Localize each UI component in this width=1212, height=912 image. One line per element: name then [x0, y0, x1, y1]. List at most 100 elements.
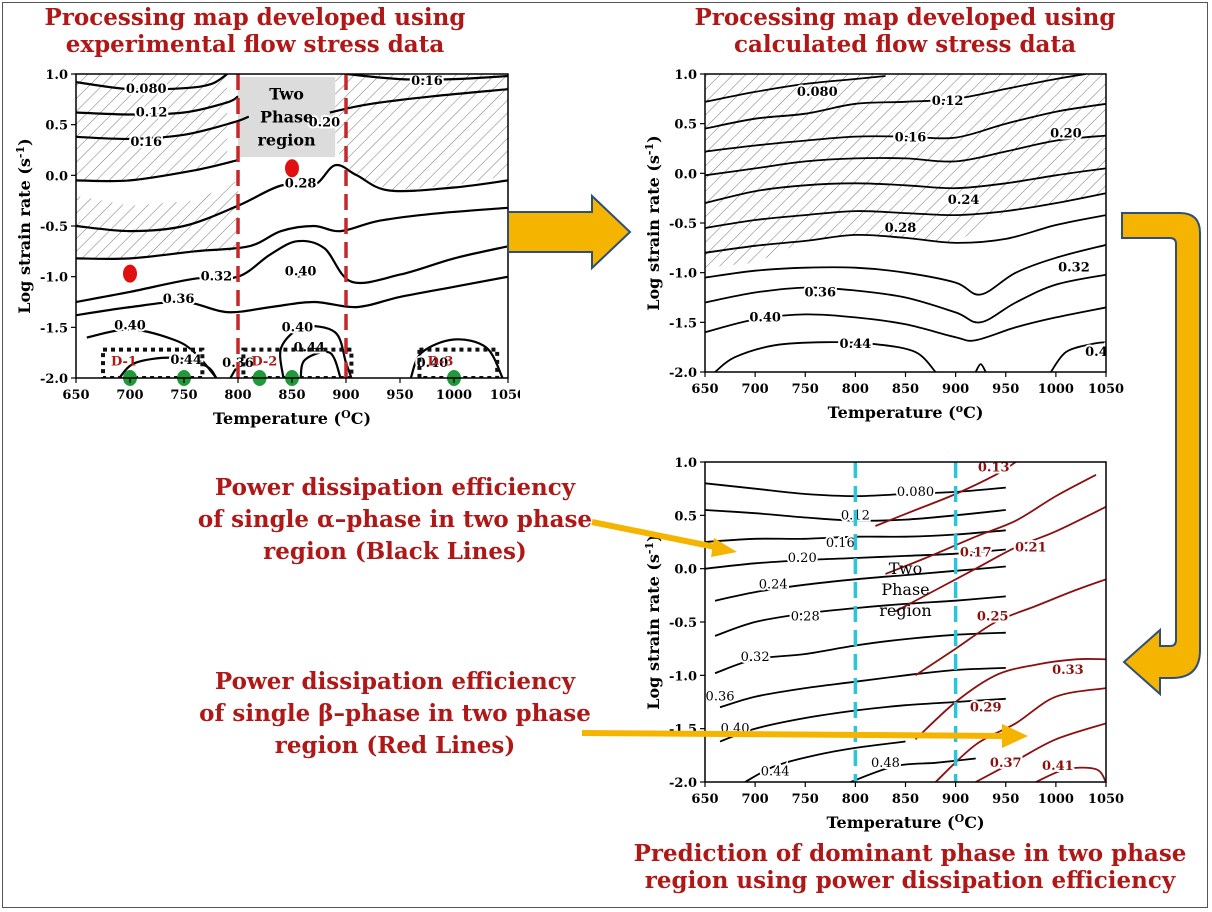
map2-contour-line-3 — [705, 134, 1106, 177]
map2-ytick-label-1: -1.5 — [669, 316, 697, 331]
map1-contour-line-14 — [299, 350, 342, 378]
map3-region-label-1: Phase — [881, 580, 929, 599]
map1-ytick-label-6: 1.0 — [45, 68, 68, 83]
map1-ylabel-sup: -1 — [14, 146, 27, 158]
map1-contour-line-0 — [76, 74, 228, 91]
alpha-note-line2: of single α–phase in two phase — [197, 506, 593, 534]
map2-title-line2: calculated flow stress data — [734, 31, 1076, 59]
map1-contour-label-4: 0.20 — [309, 116, 341, 131]
map2-title-line1: Processing map developed using — [694, 4, 1116, 31]
map1-contour-label-10: 0.40 — [114, 318, 146, 333]
map3-alpha-contour-label-6: 0.32 — [741, 650, 770, 665]
map1-contour-line-9 — [76, 275, 508, 317]
map3-chart: 0.0800.120.160.200.240.280.320.360.400.4… — [620, 450, 1212, 850]
alpha-note-line1: Power dissipation efficiency — [214, 474, 576, 501]
alpha-note-line3: region (Black Lines) — [263, 538, 527, 566]
map2-contour-line-10 — [714, 341, 937, 372]
map1-red-marker-1 — [285, 159, 299, 178]
map1-xtick-label-5: 900 — [332, 388, 359, 403]
alpha-note: Power dissipation efficiency of single α… — [170, 472, 620, 569]
map3-beta-contour-label-1: 0.17 — [960, 546, 992, 561]
map2-contour-label-2: 0.16 — [895, 131, 927, 146]
map1-xtick-label-6: 950 — [386, 388, 413, 403]
map3-beta-contour-label-2: 0.21 — [1015, 540, 1047, 555]
map3-beta-contour-line-2 — [895, 505, 1106, 613]
map1-xlabel-end: C) — [351, 409, 371, 428]
map3-svg: 0.0800.120.160.200.240.280.320.360.400.4… — [643, 456, 1124, 832]
map2-contour-line-12 — [1050, 341, 1106, 372]
beta-note-line3: region (Red Lines) — [274, 732, 516, 760]
map2-contour-label-4: 0.24 — [948, 193, 980, 208]
map3-xlabel-main: Temperature ( — [826, 813, 954, 832]
map1-ylabel: Log strain rate (s-1) — [14, 138, 34, 313]
map1-ytick-label-2: -1.0 — [40, 271, 68, 286]
map1-contour-label-8: 0.32 — [201, 270, 233, 285]
map3-alpha-contour-label-0: 0.080 — [897, 485, 934, 500]
map3-beta-contour-label-3: 0.25 — [977, 610, 1009, 625]
map3-beta-contour-label-6: 0.37 — [990, 756, 1022, 771]
map2-contour-label-0: 0.080 — [797, 85, 838, 100]
map2-xtick-label-2: 750 — [792, 382, 819, 397]
map1-chart: 0.080 0.12 0.16 0.20 0.16 0.28 0.32 0.36 0.40 0.4… — [0, 60, 520, 460]
map1-contour-line-15 — [287, 270, 315, 278]
map2-xtick-label-1: 700 — [742, 382, 769, 397]
map2-xtick-label-3: 800 — [842, 382, 869, 397]
map2-ylabel-sup: -1 — [643, 143, 656, 155]
map2-ytick-label-6: 1.0 — [674, 68, 697, 83]
map1-ytick-label-1: -1.5 — [40, 321, 68, 336]
map1-ytick-label-4: 0.0 — [45, 169, 68, 184]
bottom-title: Prediction of dominant phase in two phas… — [610, 840, 1210, 894]
map1-domain-box-0 — [101, 347, 205, 378]
map1-title-line2: experimental flow stress data — [65, 31, 445, 59]
map1-xtick-label-1: 700 — [116, 388, 143, 403]
map3-xtick-label-3: 800 — [842, 792, 869, 807]
map3-ytick-label-1: -1.5 — [669, 723, 697, 738]
map3-beta-contour-label-5: 0.33 — [1052, 663, 1084, 678]
map1-xtick-label-2: 750 — [170, 388, 197, 403]
map1-contour-label-0: 0.080 — [126, 82, 167, 97]
beta-note: Power dissipation efficiency of single β… — [170, 666, 620, 763]
map1-xlabel-main: Temperature ( — [213, 409, 341, 428]
map3-xlabel-sup: O — [955, 812, 965, 825]
map3-xtick-label-5: 900 — [942, 792, 969, 807]
beta-note-line2: of single β–phase in two phase — [199, 700, 591, 728]
map1-xtick-label-3: 800 — [224, 388, 251, 403]
map3-ytick-label-6: 1.0 — [674, 456, 697, 471]
map1-contour-line-2 — [76, 115, 250, 141]
map1-contour-label-12: 0.40 — [417, 356, 449, 371]
map2-xtick-label-8: 1050 — [1088, 382, 1124, 397]
map3-beta-contour-line-5 — [934, 687, 1106, 782]
map2-ytick-label-5: 0.5 — [674, 118, 697, 133]
map3-beta-contour-line-3 — [915, 578, 1106, 677]
map3-plot-content: 0.0800.120.160.200.240.280.320.360.400.4… — [705, 460, 1106, 782]
map2-unstable-region-0 — [705, 74, 1106, 268]
map2-svg: 0.080 0.12 0.16 0.20 0.24 0.28 0.32 0.36 0.40 0.4… — [643, 68, 1124, 422]
map3-plot-bg — [705, 462, 1106, 782]
bottom-title-line2: region using power dissipation efficienc… — [644, 867, 1176, 895]
map3-beta-contour-label-0: 0.13 — [978, 460, 1010, 475]
map3-alpha-contour-label-3: 0.20 — [788, 551, 817, 566]
map1-contour-line-6 — [76, 163, 508, 233]
map1-contour-label-6: 0.28 — [285, 176, 317, 191]
map3-alpha-contour-label-2: 0.16 — [826, 536, 855, 551]
map2-contour-line-1 — [705, 74, 1087, 130]
map1-title-line1: Processing map developed using — [44, 4, 466, 31]
map2-xlabel-main: Temperature ( — [828, 403, 956, 422]
map2-contour-line-9 — [705, 306, 1106, 342]
map1-contour-line-5 — [345, 74, 508, 81]
map3-beta-contour-line-6 — [975, 722, 1106, 782]
map2-title: Processing map developed using calculate… — [680, 4, 1130, 58]
map1-contour-label-15: 0.40 — [285, 265, 317, 280]
map1-region-label-1: Phase — [260, 107, 313, 126]
map2-ylabel-end: ) — [644, 135, 663, 143]
map1-xtick-label-4: 850 — [278, 388, 305, 403]
map1-xtick-label-8: 1050 — [490, 388, 520, 403]
map1-xtick-label-0: 650 — [62, 388, 89, 403]
map3-region-label-2: region — [879, 601, 931, 620]
map2-ytick-label-2: -1.0 — [669, 267, 697, 282]
map2-contour-line-7 — [705, 244, 1106, 296]
map2-xtick-label-6: 950 — [992, 382, 1019, 397]
map3-xtick-label-8: 1050 — [1088, 792, 1124, 807]
map2-contour-line-0 — [705, 75, 886, 103]
